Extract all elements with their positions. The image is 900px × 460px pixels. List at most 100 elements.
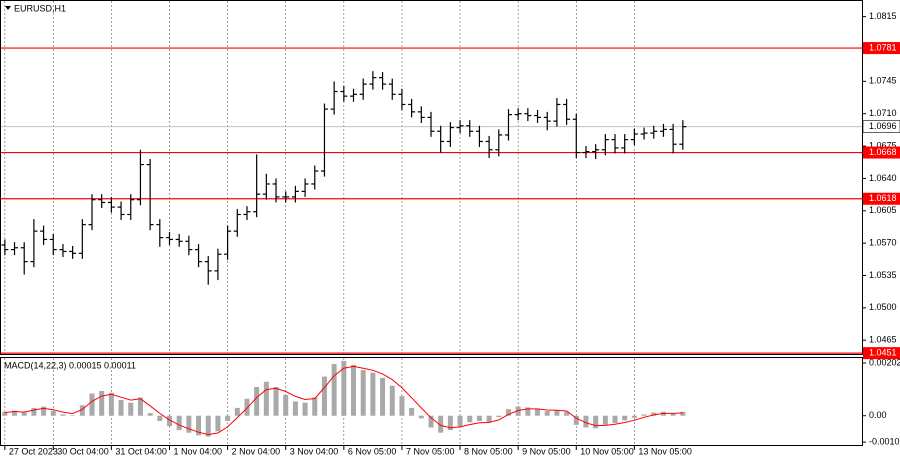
macd-histogram-bar: [137, 397, 143, 416]
macd-histogram-bar: [118, 400, 124, 416]
macd-histogram-bar: [166, 415, 172, 427]
macd-histogram-bar: [399, 396, 405, 416]
y-tick-label: 1.0745: [869, 76, 897, 86]
macd-histogram-bar: [70, 415, 76, 416]
x-tick-label: 6 Nov 05:00: [348, 446, 397, 456]
y-tick-label: 1.0465: [869, 335, 897, 345]
macd-histogram-bar: [467, 415, 473, 423]
macd-histogram-bar: [89, 393, 95, 416]
macd-histogram-bar: [535, 409, 541, 416]
macd-signal-line: [4, 365, 683, 436]
macd-histogram-bar: [428, 415, 434, 428]
macd-histogram-bar: [564, 411, 570, 416]
macd-histogram-bar: [79, 405, 85, 416]
x-tick-label: 31 Oct 04:00: [115, 446, 167, 456]
macd-histogram-bar: [573, 415, 579, 425]
x-tick-label: 2 Nov 04:00: [232, 446, 281, 456]
macd-histogram-bar: [438, 415, 444, 433]
y-tick-label: 1.0605: [869, 205, 897, 215]
macd-histogram-bar: [544, 411, 550, 416]
level-label: 1.0451: [869, 348, 897, 358]
y-tick-label: 1.0675: [869, 140, 897, 150]
macd-histogram-bar: [186, 415, 192, 433]
level-label: 1.0618: [869, 193, 897, 203]
macd-histogram-bar: [612, 415, 618, 424]
macd-histogram-bar: [418, 415, 424, 419]
y-tick-label: 1.0710: [869, 108, 897, 118]
macd-histogram-bar: [196, 415, 202, 436]
macd-title: MACD(14,22,3) 0.00015 0.00011: [4, 360, 136, 370]
y-tick-label: 0.00202: [869, 357, 900, 367]
macd-histogram-bar: [321, 376, 327, 416]
macd-histogram-bar: [486, 415, 492, 423]
last-price-box: [862, 120, 900, 133]
macd-histogram-bar: [457, 415, 463, 427]
x-tick-label: 10 Nov 05:00: [580, 446, 634, 456]
macd-histogram-bar: [2, 411, 8, 416]
last-price-label: 1.0696: [869, 121, 897, 131]
macd-histogram-bar: [283, 394, 289, 416]
macd-histogram-bar: [593, 415, 599, 429]
symbol-menu-arrow: [5, 6, 11, 10]
macd-histogram-bar: [312, 397, 318, 416]
macd-histogram-bar: [60, 414, 66, 416]
macd-histogram-bar: [21, 412, 27, 416]
macd-histogram-bar: [360, 370, 366, 416]
macd-histogram-bar: [331, 364, 337, 416]
macd-histogram-bar: [409, 407, 415, 416]
macd-histogram-bar: [680, 411, 686, 416]
macd-histogram-bar: [12, 410, 18, 416]
y-tick-label: 1.0500: [869, 302, 897, 312]
y-tick-label: 1.0640: [869, 173, 897, 183]
level-label-box: [863, 347, 900, 360]
macd-histogram-bar: [505, 409, 511, 416]
macd-histogram-bar: [50, 411, 56, 416]
x-tick-label: 9 Nov 05:00: [522, 446, 571, 456]
macd-histogram-bar: [631, 415, 637, 418]
macd-histogram-bar: [31, 407, 37, 416]
macd-histogram-bar: [292, 401, 298, 416]
level-label-box: [863, 192, 900, 205]
macd-histogram-bar: [380, 377, 386, 416]
macd-histogram-bar: [476, 415, 482, 421]
x-tick-label: 8 Nov 05:00: [464, 446, 513, 456]
macd-histogram-bar: [622, 415, 628, 421]
y-tick-label: 0.00: [869, 410, 887, 420]
macd-histogram-bar: [99, 390, 105, 416]
macd-histogram-bar: [41, 406, 47, 416]
macd-histogram-bar: [525, 407, 531, 416]
macd-histogram-bar: [341, 360, 347, 416]
macd-histogram-bar: [273, 387, 279, 416]
x-tick-label: 1 Nov 04:00: [173, 446, 222, 456]
macd-histogram-bar: [225, 415, 231, 421]
level-label: 1.0668: [869, 147, 897, 157]
x-tick-label: 27 Oct 2023: [9, 446, 58, 456]
macd-histogram-bar: [351, 364, 357, 416]
level-label: 1.0781: [869, 42, 897, 52]
macd-histogram-bar: [108, 392, 114, 416]
macd-histogram-bar: [583, 415, 589, 428]
chart-title: EURUSD,H1: [14, 3, 66, 13]
macd-panel: [0, 357, 863, 446]
macd-histogram-bar: [370, 372, 376, 416]
x-tick-label: 7 Nov 05:00: [406, 446, 455, 456]
macd-histogram-bar: [554, 410, 560, 416]
macd-histogram-bar: [670, 413, 676, 416]
macd-histogram-bar: [515, 406, 521, 416]
macd-histogram-bar: [254, 387, 260, 416]
macd-histogram-bar: [128, 402, 134, 416]
y-tick-label: 1.0535: [869, 270, 897, 280]
price-panel: [0, 0, 863, 355]
level-label-box: [863, 146, 900, 159]
y-tick-label: 1.0570: [869, 238, 897, 248]
macd-histogram-bar: [496, 415, 502, 418]
macd-histogram-bar: [263, 381, 269, 416]
macd-histogram-bar: [447, 415, 453, 431]
level-label-box: [863, 42, 900, 55]
y-tick-label: 1.0815: [869, 11, 897, 21]
y-tick-label: -0.00101: [869, 436, 900, 446]
macd-histogram-bar: [302, 402, 308, 416]
